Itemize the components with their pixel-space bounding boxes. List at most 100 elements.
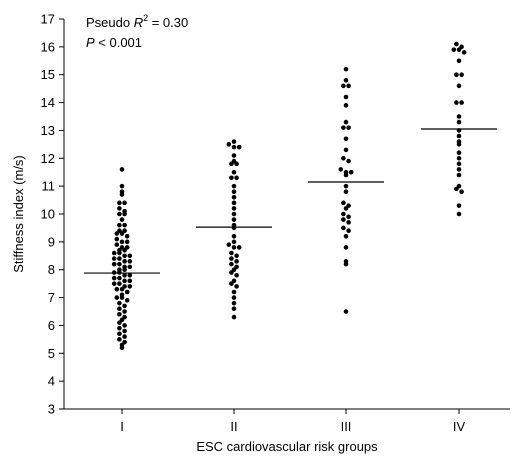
- data-point: [234, 253, 239, 259]
- data-point: [459, 72, 464, 78]
- data-point: [343, 66, 349, 72]
- data-point: [117, 275, 122, 281]
- data-point: [231, 306, 237, 312]
- data-point: [124, 289, 130, 295]
- data-point: [343, 172, 349, 178]
- data-point: [122, 211, 127, 217]
- data-point: [341, 211, 346, 217]
- data-point: [114, 295, 120, 300]
- data-point: [456, 150, 462, 156]
- data-point: [234, 259, 239, 264]
- data-point: [456, 142, 462, 147]
- data-point: [346, 83, 351, 89]
- y-tick-label: 12: [41, 151, 55, 166]
- data-point: [127, 264, 133, 270]
- data-point: [117, 306, 122, 312]
- data-point: [348, 169, 354, 175]
- data-point: [231, 144, 237, 150]
- data-point: [122, 272, 127, 278]
- x-axis-title: ESC cardiovascular risk groups: [196, 439, 378, 454]
- data-point: [346, 125, 351, 130]
- data-point: [343, 245, 349, 250]
- data-point: [231, 239, 237, 245]
- pseudo-r2-annotation: Pseudo R2 = 0.30: [86, 13, 188, 30]
- data-points: [111, 41, 467, 351]
- data-point: [119, 231, 125, 236]
- data-point: [111, 256, 117, 261]
- data-point: [234, 272, 239, 278]
- data-point: [231, 169, 237, 175]
- data-point: [117, 320, 122, 325]
- data-point: [341, 155, 346, 161]
- data-point: [456, 211, 462, 217]
- data-point: [117, 200, 122, 206]
- data-point: [114, 231, 120, 236]
- data-point: [343, 94, 349, 100]
- annot-p-symbol: P: [86, 35, 95, 50]
- data-point: [122, 253, 127, 259]
- y-axis-title: Stiffness index (m/s): [11, 155, 26, 273]
- data-point: [346, 220, 351, 225]
- data-point: [338, 167, 344, 172]
- y-tick-label: 14: [41, 95, 55, 110]
- data-point: [456, 114, 462, 119]
- data-point: [231, 211, 237, 217]
- data-point: [341, 200, 346, 206]
- data-point: [456, 47, 462, 52]
- p-value-annotation: P < 0.001: [86, 35, 142, 50]
- data-point: [236, 144, 242, 150]
- median-lines: [84, 128, 497, 274]
- data-point: [346, 158, 351, 164]
- x-axis-ticks: I II III IV: [120, 409, 465, 434]
- data-point: [343, 189, 349, 195]
- data-point: [114, 286, 120, 292]
- data-point: [226, 242, 232, 247]
- data-point: [117, 256, 122, 261]
- data-point: [454, 100, 459, 105]
- data-point: [119, 183, 125, 189]
- data-point: [343, 206, 349, 211]
- plot-frame: [63, 19, 510, 410]
- data-point: [111, 261, 117, 267]
- x-tick-label: III: [341, 419, 352, 434]
- data-point: [229, 256, 234, 261]
- data-point: [117, 250, 122, 256]
- annot-r-value: = 0.30: [148, 15, 188, 30]
- data-point: [456, 172, 462, 178]
- data-point: [231, 217, 237, 222]
- data-point: [119, 295, 125, 300]
- data-point: [124, 239, 130, 245]
- y-tick-label: 6: [48, 318, 55, 333]
- data-point: [117, 222, 122, 228]
- data-point: [117, 331, 122, 337]
- data-point: [229, 281, 234, 286]
- y-axis-ticks: 3 4 5 6 7 8 9 10 11 12 13 14 15 16 17: [41, 12, 64, 417]
- data-point: [127, 253, 133, 259]
- data-point: [236, 245, 242, 250]
- data-point: [456, 203, 462, 208]
- data-point: [122, 278, 127, 284]
- y-tick-label: 11: [42, 179, 56, 194]
- data-point: [346, 228, 351, 234]
- data-point: [117, 325, 122, 331]
- data-point: [122, 222, 127, 228]
- data-point: [231, 206, 237, 211]
- data-point: [456, 119, 462, 125]
- y-tick-label: 4: [48, 374, 55, 389]
- data-point: [343, 261, 349, 267]
- data-point: [451, 47, 457, 52]
- data-point: [127, 272, 133, 278]
- y-tick-label: 17: [41, 12, 55, 27]
- data-point: [229, 261, 234, 267]
- data-point: [459, 189, 464, 195]
- data-point: [231, 189, 237, 195]
- data-point: [343, 233, 349, 239]
- data-point: [117, 311, 122, 317]
- data-point: [127, 259, 133, 264]
- data-point: [111, 250, 117, 256]
- data-point: [231, 295, 237, 300]
- data-point: [234, 175, 239, 181]
- data-point: [111, 281, 117, 286]
- annot-prefix: Pseudo: [86, 15, 134, 30]
